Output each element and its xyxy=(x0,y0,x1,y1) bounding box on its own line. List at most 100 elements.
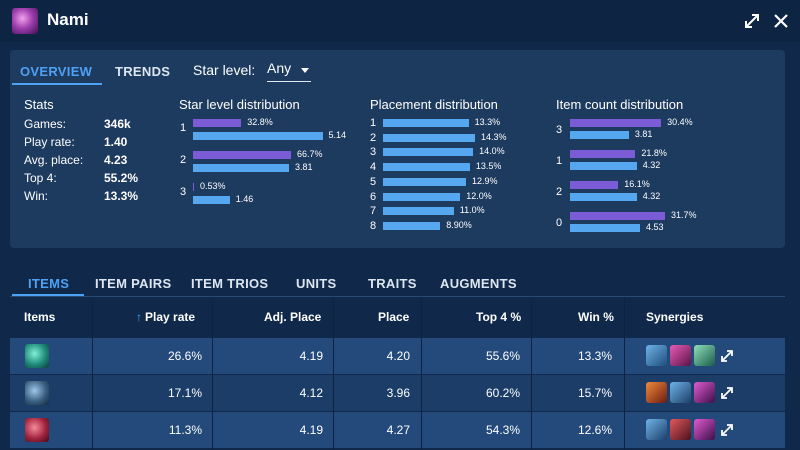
item-count-percent-bar xyxy=(570,181,619,189)
item-count-percent-label: 31.7% xyxy=(671,210,697,220)
placement-row-label: 8 xyxy=(370,219,377,232)
blue-item-icon[interactable] xyxy=(646,345,667,366)
star-level-row-label: 2 xyxy=(180,154,187,166)
placement-row-label: 3 xyxy=(370,146,377,159)
star-level-value-bar xyxy=(193,132,323,140)
placement-row-label: 6 xyxy=(370,190,377,203)
column-header-synergies[interactable]: Synergies xyxy=(646,310,704,324)
placement-value-label: 12.9% xyxy=(471,175,498,186)
item-count-value-bar xyxy=(570,131,629,139)
placement-bar xyxy=(383,177,466,186)
play-rate-cell: 26.6% xyxy=(167,349,202,363)
placement-row-label: 1 xyxy=(370,117,377,129)
column-header-adj-place[interactable]: Adj. Place xyxy=(264,310,322,324)
tab-traits[interactable]: TRAITS xyxy=(368,276,417,291)
column-separator xyxy=(421,298,422,450)
star-distribution-title: Star level distribution xyxy=(179,97,300,112)
placement-row-label: 7 xyxy=(370,205,377,218)
column-header-place[interactable]: Place xyxy=(378,310,410,324)
item-count-value-label: 4.32 xyxy=(642,191,661,201)
place-cell: 4.27 xyxy=(386,423,410,437)
pink-item-icon[interactable] xyxy=(670,345,691,366)
placement-value-label: 11.0% xyxy=(459,205,485,216)
item-count-value-bar xyxy=(570,162,637,170)
column-header-items[interactable]: Items xyxy=(24,310,56,324)
play-rate-cell: 17.1% xyxy=(167,386,202,400)
item-count-value-bar xyxy=(570,224,640,232)
stat-value: 55.2% xyxy=(104,171,139,185)
shield-item-icon[interactable] xyxy=(25,381,49,405)
column-separator xyxy=(531,298,532,450)
close-icon[interactable] xyxy=(770,10,792,32)
magenta-item-icon[interactable] xyxy=(694,419,715,440)
column-separator xyxy=(333,298,334,450)
item-count-row-label: 2 xyxy=(556,186,563,198)
blue-item-icon[interactable] xyxy=(646,419,667,440)
star-level-select[interactable]: Any xyxy=(267,60,311,82)
placement-bar xyxy=(383,221,441,230)
star-level-row-label: 1 xyxy=(180,122,187,134)
expand-icon[interactable] xyxy=(741,10,763,32)
star-level-label: Star level: xyxy=(193,62,256,78)
place-cell: 4.20 xyxy=(386,349,410,363)
title-bar: Nami xyxy=(0,0,800,42)
column-header-play-rate[interactable]: ↑ Play rate xyxy=(136,310,195,324)
tab-items[interactable]: ITEMS xyxy=(28,276,70,291)
stat-label: Win: xyxy=(24,189,48,203)
tab-overview[interactable]: OVERVIEW xyxy=(20,64,93,79)
stat-value: 4.23 xyxy=(104,153,128,167)
crimson-item-icon[interactable] xyxy=(25,418,49,442)
orange-item-icon[interactable] xyxy=(646,382,667,403)
tab-units[interactable]: UNITS xyxy=(296,276,337,291)
champion-portrait-icon xyxy=(12,8,38,34)
adj-place-cell: 4.12 xyxy=(299,386,323,400)
placement-value-label: 13.5% xyxy=(475,161,502,172)
stat-value: 1.40 xyxy=(104,135,128,149)
column-separator xyxy=(212,298,213,450)
red-item-icon[interactable] xyxy=(670,419,691,440)
tab-trends[interactable]: TRENDS xyxy=(115,64,171,79)
champion-name: Nami xyxy=(47,10,89,29)
star-level-percent-label: 32.8% xyxy=(247,117,273,127)
item-count-percent-bar xyxy=(570,119,662,127)
star-level-value-bar xyxy=(193,196,230,204)
green-item-icon[interactable] xyxy=(694,345,715,366)
column-header-top4[interactable]: Top 4 % xyxy=(476,310,522,324)
placement-bar xyxy=(383,163,470,172)
play-rate-cell: 11.3% xyxy=(168,423,202,437)
column-separator xyxy=(624,298,625,450)
stat-label: Play rate: xyxy=(24,135,75,149)
item-count-percent-label: 16.1% xyxy=(624,179,650,189)
expand-row-icon[interactable] xyxy=(719,348,735,364)
star-level-percent-label: 66.7% xyxy=(297,149,323,159)
column-header-win[interactable]: Win % xyxy=(578,310,614,324)
tab-item-pairs[interactable]: ITEM PAIRS xyxy=(95,276,172,291)
star-level-value-label: 5.14 xyxy=(328,130,347,140)
item-count-percent-label: 30.4% xyxy=(667,117,693,127)
item-count-row-label: 0 xyxy=(556,217,563,229)
stat-label: Top 4: xyxy=(24,171,57,185)
sort-up-arrow-icon: ↑ xyxy=(136,310,142,324)
expand-row-icon[interactable] xyxy=(719,422,735,438)
win-cell: 12.6% xyxy=(577,423,612,437)
stat-label: Avg. place: xyxy=(24,153,84,167)
expand-row-icon[interactable] xyxy=(719,385,735,401)
blue-green-item-icon[interactable] xyxy=(25,344,49,368)
tab-augments[interactable]: AUGMENTS xyxy=(440,276,517,291)
stat-value: 346k xyxy=(104,117,131,131)
blue-item-icon[interactable] xyxy=(670,382,691,403)
chevron-down-icon xyxy=(301,68,309,73)
star-level-percent-label: 0.53% xyxy=(200,181,226,191)
column-separator xyxy=(92,298,93,450)
star-level-value: Any xyxy=(267,60,292,76)
placement-bar xyxy=(383,133,475,142)
item-count-percent-bar xyxy=(570,150,636,158)
placement-distribution-title: Placement distribution xyxy=(370,97,498,112)
win-cell: 15.7% xyxy=(577,386,612,400)
tab-item-trios[interactable]: ITEM TRIOS xyxy=(191,276,269,291)
star-level-value-label: 3.81 xyxy=(295,162,313,172)
star-level-value-bar xyxy=(193,164,289,172)
placement-bar xyxy=(383,207,454,216)
star-level-percent-bar xyxy=(193,183,194,191)
magenta-item-icon[interactable] xyxy=(694,382,715,403)
